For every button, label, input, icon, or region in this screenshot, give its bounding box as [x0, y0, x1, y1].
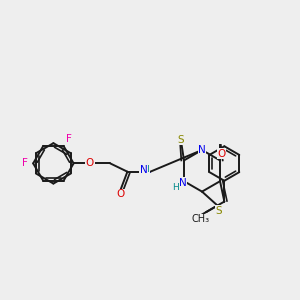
Text: H: H [142, 165, 149, 174]
Text: F: F [22, 158, 28, 168]
Text: CH₃: CH₃ [191, 214, 210, 224]
Text: H: H [172, 183, 179, 192]
Text: S: S [216, 206, 222, 216]
Text: O: O [218, 149, 226, 159]
Text: O: O [86, 158, 94, 168]
Text: N: N [198, 145, 206, 155]
Text: F: F [66, 134, 72, 144]
Text: O: O [116, 189, 124, 199]
Text: N: N [140, 165, 148, 175]
Text: S: S [178, 135, 184, 145]
Text: N: N [178, 178, 186, 188]
